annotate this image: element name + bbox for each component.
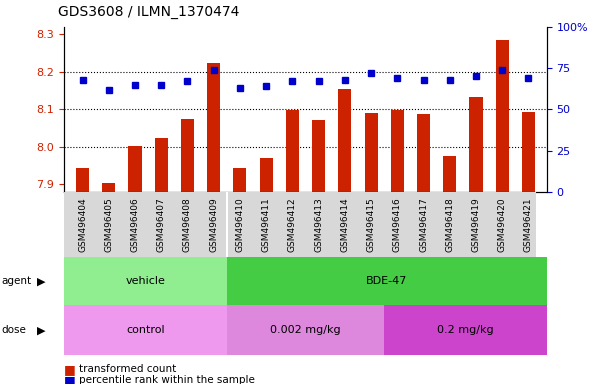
Text: dose: dose [1,325,26,335]
Bar [102,183,115,192]
Bar [496,40,509,192]
Bar [384,305,547,355]
Text: BDE-47: BDE-47 [366,276,408,286]
Text: control: control [126,325,165,335]
Bar [233,167,246,192]
Bar [365,113,378,192]
Text: GSM496414: GSM496414 [340,197,349,252]
Bar [417,114,430,192]
Text: GSM496407: GSM496407 [156,197,166,252]
Text: vehicle: vehicle [125,276,166,286]
Text: GSM496418: GSM496418 [445,197,455,252]
Text: GSM496413: GSM496413 [314,197,323,252]
Text: GSM496417: GSM496417 [419,197,428,252]
Text: GSM496408: GSM496408 [183,197,192,252]
Text: transformed count: transformed count [79,364,177,374]
Bar [227,257,547,305]
Bar [181,119,194,192]
Bar [76,167,89,192]
Bar [155,137,168,192]
Text: GSM496409: GSM496409 [209,197,218,252]
Text: percentile rank within the sample: percentile rank within the sample [79,375,255,384]
Text: GSM496420: GSM496420 [498,197,507,252]
Text: GSM496421: GSM496421 [524,197,533,252]
Bar [227,305,384,355]
Bar [391,110,404,192]
Text: agent: agent [1,276,31,286]
Bar [207,63,220,192]
Text: GDS3608 / ILMN_1370474: GDS3608 / ILMN_1370474 [58,5,240,19]
Text: ▶: ▶ [37,276,45,286]
Text: ■: ■ [64,374,76,384]
Bar [128,146,142,192]
Text: GSM496415: GSM496415 [367,197,376,252]
Text: GSM496419: GSM496419 [472,197,480,252]
Text: GSM496406: GSM496406 [131,197,139,252]
Bar [469,98,483,192]
Bar [286,110,299,192]
Text: GSM496416: GSM496416 [393,197,402,252]
Bar [64,305,227,355]
Bar [522,113,535,192]
Text: GSM496405: GSM496405 [104,197,113,252]
Text: GSM496411: GSM496411 [262,197,271,252]
Bar [260,158,273,192]
Text: 0.002 mg/kg: 0.002 mg/kg [270,325,341,335]
Bar [338,89,351,192]
Bar [312,119,325,192]
Text: ▶: ▶ [37,325,45,335]
Text: GSM496410: GSM496410 [235,197,244,252]
Bar [64,257,227,305]
Text: GSM496412: GSM496412 [288,197,297,252]
Text: ■: ■ [64,363,76,376]
Text: 0.2 mg/kg: 0.2 mg/kg [437,325,494,335]
Bar [443,156,456,192]
Text: GSM496404: GSM496404 [78,197,87,252]
